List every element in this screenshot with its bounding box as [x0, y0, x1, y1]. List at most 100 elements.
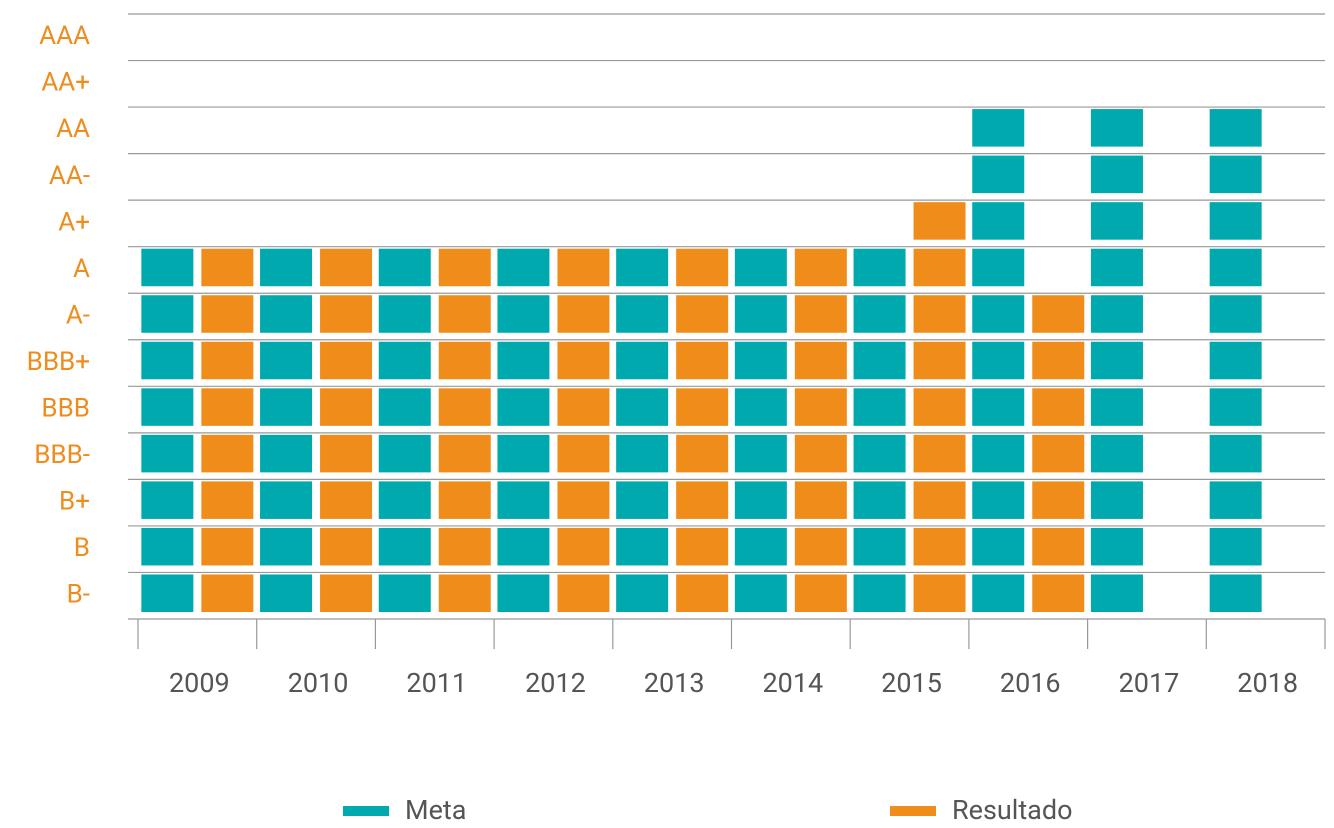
block	[141, 341, 194, 380]
x-tick-label: 2013	[644, 667, 705, 699]
block	[260, 388, 313, 426]
block	[438, 434, 491, 473]
block	[320, 295, 373, 333]
bar	[1209, 109, 1262, 612]
block	[201, 574, 254, 612]
legend-swatch	[343, 806, 389, 816]
block	[972, 527, 1025, 566]
block	[1209, 109, 1262, 147]
block	[320, 481, 373, 519]
block	[913, 295, 966, 333]
block	[616, 527, 669, 566]
block	[141, 434, 194, 473]
block	[853, 527, 906, 566]
block	[497, 388, 550, 426]
bar	[497, 248, 550, 612]
y-tick-label: BBB	[41, 393, 90, 423]
block	[734, 295, 787, 333]
block	[1209, 202, 1262, 240]
block	[1090, 155, 1143, 194]
block	[320, 388, 373, 426]
block	[1090, 109, 1143, 147]
block	[913, 248, 966, 287]
block	[557, 574, 610, 612]
block	[1209, 341, 1262, 380]
block	[438, 388, 491, 426]
block	[1209, 574, 1262, 612]
block	[141, 388, 194, 426]
block	[913, 527, 966, 566]
block	[616, 434, 669, 473]
y-tick-label: B+	[59, 487, 90, 517]
block	[1032, 295, 1085, 333]
block	[201, 388, 254, 426]
block	[616, 248, 669, 287]
block	[497, 434, 550, 473]
block	[676, 481, 729, 519]
x-tick-label: 2011	[406, 667, 467, 699]
block	[853, 434, 906, 473]
block	[1090, 527, 1143, 566]
block	[972, 481, 1025, 519]
block	[972, 388, 1025, 426]
block	[260, 481, 313, 519]
legend-swatch	[890, 806, 936, 816]
block	[260, 341, 313, 380]
block	[1032, 574, 1085, 612]
block	[616, 574, 669, 612]
block	[320, 341, 373, 380]
block	[320, 527, 373, 566]
block	[201, 481, 254, 519]
block	[497, 527, 550, 566]
block	[676, 527, 729, 566]
block	[497, 341, 550, 380]
block	[794, 527, 847, 566]
bar	[320, 248, 373, 612]
block	[972, 248, 1025, 287]
block	[141, 527, 194, 566]
block	[853, 388, 906, 426]
block	[201, 527, 254, 566]
y-tick-label: AA-	[49, 161, 90, 191]
block	[378, 434, 431, 473]
block	[734, 341, 787, 380]
block	[913, 388, 966, 426]
block	[378, 574, 431, 612]
block	[972, 341, 1025, 380]
y-tick-label: A+	[58, 207, 90, 237]
block	[972, 574, 1025, 612]
block	[913, 434, 966, 473]
y-tick-label: A-	[66, 300, 90, 330]
block	[1032, 388, 1085, 426]
legend-label: Resultado	[952, 794, 1073, 826]
block	[794, 388, 847, 426]
x-tick-label: 2016	[1000, 667, 1061, 699]
block	[497, 248, 550, 287]
bar	[676, 248, 729, 612]
block	[972, 155, 1025, 194]
bar	[378, 248, 431, 612]
block	[676, 434, 729, 473]
block	[1032, 481, 1085, 519]
block	[972, 109, 1025, 147]
block	[378, 527, 431, 566]
block	[141, 574, 194, 612]
block	[676, 574, 729, 612]
x-tick-label: 2009	[169, 667, 230, 699]
block	[201, 434, 254, 473]
block	[734, 574, 787, 612]
block	[141, 481, 194, 519]
block	[853, 574, 906, 612]
block	[1209, 155, 1262, 194]
block	[497, 295, 550, 333]
block	[676, 388, 729, 426]
block	[438, 574, 491, 612]
block	[913, 574, 966, 612]
x-tick-label: 2012	[525, 667, 586, 699]
block	[378, 388, 431, 426]
block	[913, 481, 966, 519]
block	[676, 295, 729, 333]
block	[1090, 388, 1143, 426]
block	[676, 248, 729, 287]
block	[438, 481, 491, 519]
